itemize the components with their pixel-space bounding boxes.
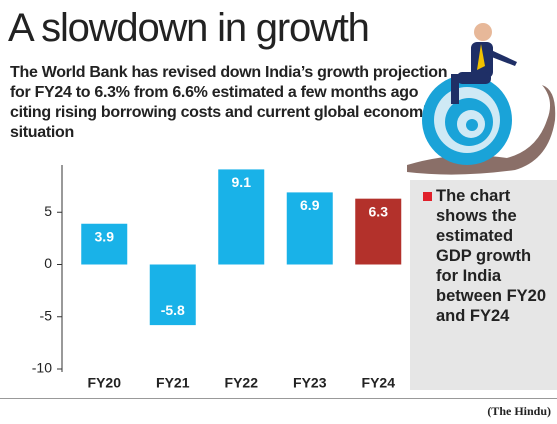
- note-marker: [423, 192, 432, 201]
- bar: [355, 198, 402, 265]
- note: The chart shows the estimated GDP growth…: [436, 187, 547, 325]
- bar: [286, 192, 333, 265]
- y-tick-label: -5: [40, 307, 53, 323]
- value-label: -5.8: [161, 302, 185, 318]
- y-tick-label: -10: [32, 360, 52, 376]
- value-label: 3.9: [95, 228, 115, 244]
- x-tick-label: FY21: [156, 375, 190, 391]
- chart-title: A slowdown in growth: [8, 6, 370, 50]
- value-label: 6.3: [369, 203, 389, 219]
- chart: -10 -5 0 5 FY20 3.9 FY21 -5.8 FY22 9.1 FY23 6.9 FY24…: [32, 165, 402, 391]
- y-tick-label: 0: [44, 255, 52, 271]
- x-tick-label: FY23: [293, 375, 327, 391]
- divider: [0, 398, 557, 399]
- x-tick-label: FY22: [225, 375, 259, 391]
- source: (The Hindu): [487, 404, 551, 418]
- value-label: 9.1: [232, 174, 252, 190]
- bar: [218, 169, 265, 265]
- note-box: [410, 180, 557, 390]
- y-tick-label: 5: [44, 203, 52, 219]
- value-label: 6.9: [300, 197, 320, 213]
- chart-subtitle: The World Bank has revised down India’s …: [10, 64, 448, 141]
- illustration: [407, 23, 556, 175]
- x-tick-label: FY24: [362, 375, 396, 391]
- x-tick-label: FY20: [88, 375, 122, 391]
- bar: [81, 223, 128, 265]
- bar: [149, 264, 196, 326]
